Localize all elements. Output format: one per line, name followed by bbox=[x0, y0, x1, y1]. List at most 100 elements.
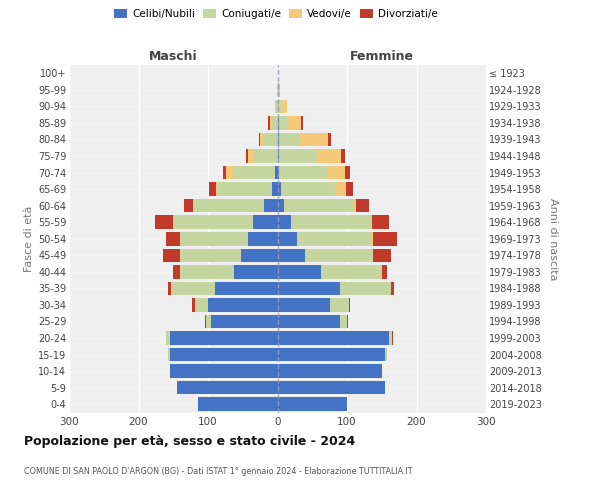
Bar bbox=[275, 166, 277, 179]
Bar bbox=[277, 232, 297, 245]
Bar bbox=[170, 332, 277, 345]
Bar bbox=[215, 282, 277, 295]
Legend: Celibi/Nubili, Coniugati/e, Vedovi/e, Divorziati/e: Celibi/Nubili, Coniugati/e, Vedovi/e, Di… bbox=[110, 5, 442, 24]
Bar bbox=[301, 116, 302, 130]
Bar bbox=[193, 199, 194, 212]
Bar bbox=[268, 116, 270, 130]
Bar bbox=[277, 83, 279, 96]
Bar bbox=[215, 182, 218, 196]
Bar bbox=[329, 298, 349, 312]
Text: Maschi: Maschi bbox=[149, 50, 197, 62]
Bar bbox=[340, 314, 347, 328]
Bar bbox=[173, 265, 180, 278]
Bar bbox=[341, 149, 345, 163]
Bar bbox=[281, 182, 335, 196]
Bar bbox=[272, 182, 277, 196]
Bar bbox=[223, 166, 226, 179]
Bar bbox=[170, 364, 277, 378]
Bar bbox=[279, 116, 287, 130]
Bar bbox=[270, 116, 272, 130]
Bar bbox=[218, 182, 272, 196]
Bar bbox=[235, 265, 277, 278]
Bar bbox=[277, 166, 279, 179]
Bar bbox=[277, 132, 279, 146]
Bar bbox=[245, 149, 248, 163]
Bar bbox=[320, 265, 382, 278]
Bar bbox=[277, 332, 389, 345]
Bar bbox=[391, 282, 394, 295]
Bar bbox=[208, 298, 277, 312]
Bar bbox=[389, 332, 392, 345]
Bar bbox=[328, 166, 345, 179]
Bar bbox=[345, 166, 350, 179]
Bar bbox=[192, 298, 196, 312]
Bar bbox=[166, 332, 170, 345]
Bar bbox=[180, 265, 235, 278]
Bar bbox=[259, 132, 260, 146]
Bar bbox=[373, 232, 397, 245]
Bar bbox=[260, 132, 263, 146]
Bar bbox=[169, 348, 170, 362]
Bar bbox=[300, 132, 328, 146]
Bar bbox=[277, 298, 329, 312]
Bar bbox=[226, 166, 233, 179]
Bar bbox=[305, 248, 373, 262]
Bar bbox=[279, 149, 317, 163]
Bar bbox=[279, 83, 280, 96]
Bar bbox=[155, 216, 173, 229]
Bar bbox=[292, 216, 371, 229]
Bar bbox=[277, 265, 320, 278]
Bar bbox=[248, 232, 277, 245]
Bar bbox=[277, 364, 382, 378]
Bar bbox=[277, 149, 279, 163]
Bar bbox=[209, 182, 215, 196]
Bar bbox=[275, 100, 277, 113]
Bar bbox=[277, 199, 284, 212]
Bar bbox=[392, 332, 393, 345]
Bar bbox=[180, 248, 241, 262]
Bar bbox=[171, 282, 215, 295]
Bar bbox=[194, 199, 263, 212]
Bar bbox=[205, 314, 206, 328]
Bar bbox=[372, 216, 389, 229]
Bar bbox=[177, 381, 277, 394]
Bar bbox=[163, 248, 180, 262]
Y-axis label: Anni di nascita: Anni di nascita bbox=[548, 198, 559, 280]
Bar bbox=[211, 314, 277, 328]
Bar bbox=[277, 314, 340, 328]
Bar bbox=[335, 182, 346, 196]
Bar bbox=[206, 314, 211, 328]
Bar bbox=[371, 216, 372, 229]
Bar bbox=[277, 282, 340, 295]
Bar bbox=[277, 116, 279, 130]
Bar bbox=[263, 199, 277, 212]
Bar bbox=[180, 232, 248, 245]
Bar bbox=[317, 149, 341, 163]
Bar bbox=[385, 348, 386, 362]
Bar bbox=[166, 232, 180, 245]
Bar bbox=[196, 298, 208, 312]
Bar bbox=[277, 248, 305, 262]
Bar bbox=[340, 282, 391, 295]
Bar bbox=[253, 216, 277, 229]
Bar bbox=[167, 282, 171, 295]
Bar bbox=[253, 149, 277, 163]
Bar bbox=[356, 199, 368, 212]
Bar bbox=[328, 132, 331, 146]
Bar bbox=[279, 132, 300, 146]
Bar bbox=[349, 298, 350, 312]
Bar bbox=[277, 348, 385, 362]
Bar bbox=[382, 265, 388, 278]
Text: Popolazione per età, sesso e stato civile - 2024: Popolazione per età, sesso e stato civil… bbox=[24, 435, 355, 448]
Bar bbox=[287, 116, 301, 130]
Text: Femmine: Femmine bbox=[350, 50, 414, 62]
Y-axis label: Fasce di età: Fasce di età bbox=[23, 206, 34, 272]
Bar bbox=[241, 248, 277, 262]
Bar bbox=[297, 232, 372, 245]
Bar bbox=[272, 116, 277, 130]
Bar bbox=[353, 199, 356, 212]
Bar bbox=[277, 216, 292, 229]
Bar bbox=[263, 132, 277, 146]
Bar bbox=[277, 381, 385, 394]
Bar bbox=[372, 232, 373, 245]
